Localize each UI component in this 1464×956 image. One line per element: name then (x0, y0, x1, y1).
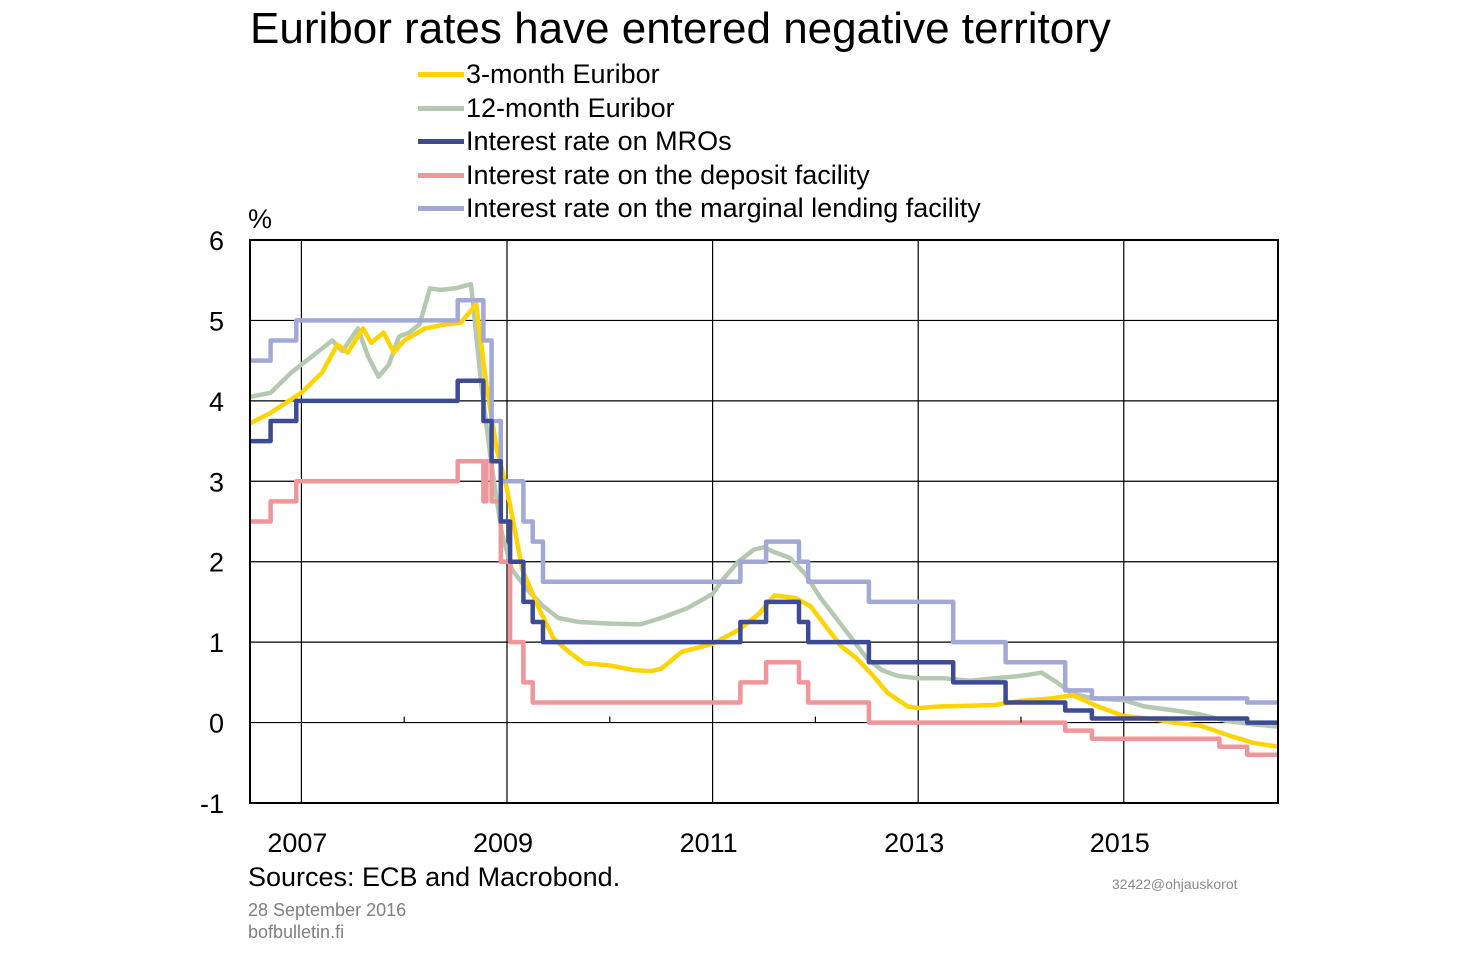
legend-item: Interest rate on the marginal lending fa… (418, 192, 981, 226)
legend-swatch (418, 72, 464, 78)
site-name: bofbulletin.fi (248, 922, 345, 942)
legend-label: 3-month Euribor (466, 59, 660, 90)
legend-swatch (418, 172, 464, 178)
legend-swatch (418, 206, 464, 212)
y-tick-label: -1 (200, 789, 224, 819)
x-tick-labels: 2007 2009 2011 2013 2015 (267, 828, 1149, 858)
chart-title: Euribor rates have entered negative terr… (250, 4, 1111, 53)
x-tick-label: 2013 (884, 828, 944, 858)
legend-label: 12-month Euribor (466, 92, 675, 123)
x-tick-label: 2007 (267, 828, 327, 858)
legend-item: 3-month Euribor (418, 58, 981, 92)
series-line (250, 378, 1278, 725)
legend: 3-month Euribor 12-month Euribor Interest … (418, 58, 981, 226)
y-tick-label: 2 (209, 548, 224, 578)
x-tick-label: 2009 (473, 828, 533, 858)
legend-label: Interest rate on MROs (466, 126, 732, 157)
legend-swatch (418, 139, 464, 145)
minor-ticks (403, 716, 1022, 723)
y-tick-label: 4 (209, 387, 224, 417)
sources-note: Sources: ECB and Macrobond. (248, 862, 621, 892)
y-tick-label: 1 (209, 628, 224, 658)
series-lines (248, 281, 1279, 757)
legend-item: Interest rate on the deposit facility (418, 159, 981, 193)
y-tick-label: 5 (209, 306, 224, 336)
legend-label: Interest rate on the marginal lending fa… (466, 193, 981, 224)
series-line (250, 298, 1278, 705)
y-tick-labels: 6 5 4 3 2 1 0 -1 (200, 226, 224, 819)
legend-label: Interest rate on the deposit facility (466, 159, 870, 190)
x-tick-label: 2015 (1090, 828, 1150, 858)
y-axis-unit-label: % (248, 204, 273, 234)
series-line (250, 458, 1278, 757)
x-tick-label: 2011 (680, 828, 738, 858)
legend-swatch (418, 105, 464, 111)
publication-date: 28 September 2016 (248, 900, 407, 920)
series-line (249, 281, 1279, 729)
legend-item: Interest rate on MROs (418, 125, 981, 159)
plot-frame (249, 239, 1279, 804)
legend-item: 12-month Euribor (418, 92, 981, 126)
chart-id: 32422@ohjauskorot (1112, 876, 1238, 892)
y-tick-label: 6 (209, 226, 224, 256)
series-line (248, 302, 1279, 749)
y-tick-label: 0 (209, 709, 224, 739)
y-tick-label: 3 (209, 467, 224, 497)
